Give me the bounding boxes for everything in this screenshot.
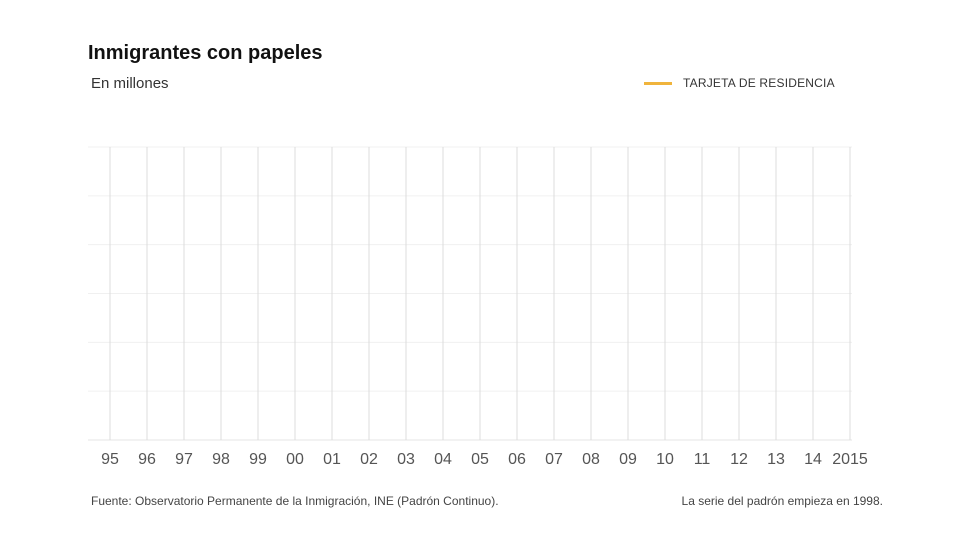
chart-title: Inmigrantes con papeles (88, 42, 323, 64)
x-tick-label: 07 (545, 451, 563, 468)
x-tick-label: 05 (471, 451, 489, 468)
x-tick-label: 98 (212, 451, 230, 468)
legend-label: TARJETA DE RESIDENCIA (683, 76, 835, 90)
x-tick-label: 01 (323, 451, 341, 468)
x-tick-label: 96 (138, 451, 156, 468)
x-tick-label: 95 (101, 451, 119, 468)
chart-subtitle: En millones (91, 75, 169, 92)
legend: TARJETA DE RESIDENCIA (644, 76, 835, 90)
series-note: La serie del padrón empieza en 1998. (681, 494, 883, 508)
x-tick-label: 10 (656, 451, 674, 468)
x-tick-label: 09 (619, 451, 637, 468)
x-tick-label: 99 (249, 451, 267, 468)
x-tick-label: 00 (286, 451, 304, 468)
x-tick-label: 02 (360, 451, 378, 468)
x-tick-label: 08 (582, 451, 600, 468)
x-tick-label: 11 (694, 451, 711, 468)
x-tick-label: 97 (175, 451, 193, 468)
x-tick-label: 03 (397, 451, 415, 468)
x-tick-label: 12 (730, 451, 748, 468)
x-tick-label: 14 (804, 451, 822, 468)
x-tick-label: 2015 (832, 451, 868, 468)
source-note: Fuente: Observatorio Permanente de la In… (91, 494, 499, 508)
x-tick-label: 13 (767, 451, 785, 468)
legend-swatch (644, 81, 672, 85)
x-tick-label: 06 (508, 451, 526, 468)
x-tick-label: 04 (434, 451, 452, 468)
